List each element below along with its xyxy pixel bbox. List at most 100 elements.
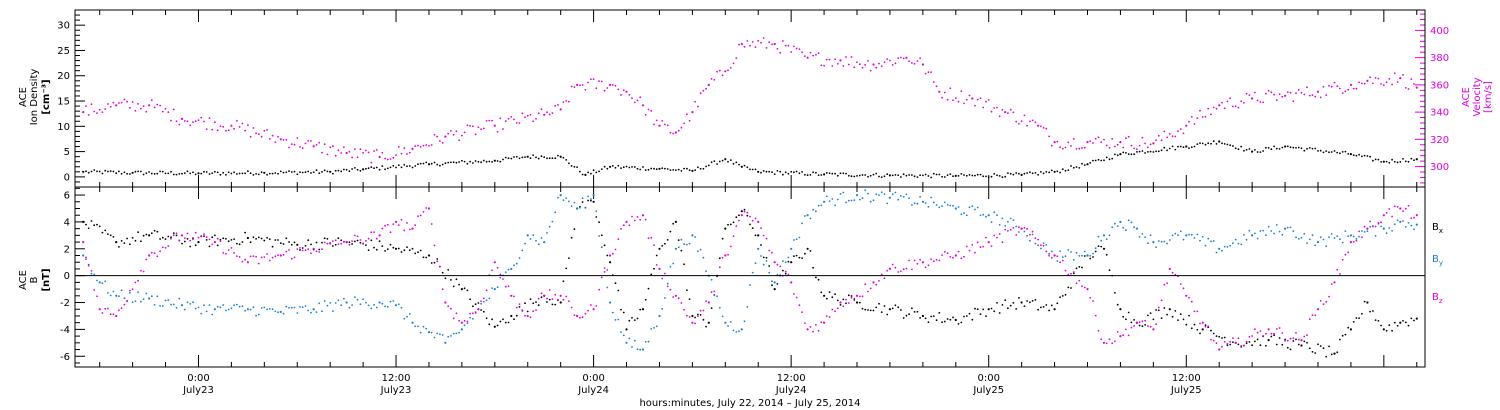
data-point <box>911 62 913 64</box>
data-point <box>721 74 724 77</box>
data-point <box>666 239 669 241</box>
data-point <box>1078 266 1081 268</box>
data-point <box>1114 340 1116 343</box>
data-point <box>458 139 460 142</box>
data-point <box>1226 342 1229 345</box>
data-point <box>1292 100 1295 103</box>
data-point <box>773 281 776 284</box>
data-point <box>1185 124 1188 127</box>
data-point <box>1234 105 1237 108</box>
data-point <box>246 308 249 311</box>
data-point <box>444 135 447 138</box>
data-point <box>960 90 963 92</box>
data-point <box>1330 233 1333 235</box>
data-point <box>263 306 266 309</box>
data-point <box>1391 158 1393 161</box>
data-point <box>279 138 282 141</box>
data-point <box>1319 300 1322 302</box>
data-point <box>419 249 422 252</box>
data-point <box>1056 260 1059 262</box>
data-point <box>963 102 965 105</box>
data-point <box>1232 242 1234 245</box>
data-point <box>296 312 299 314</box>
data-point <box>858 63 861 66</box>
data-point <box>1050 304 1053 307</box>
data-point <box>1188 147 1190 150</box>
data-point <box>718 69 721 72</box>
data-point <box>1396 325 1399 327</box>
data-point <box>1166 149 1168 152</box>
data-point <box>518 157 521 160</box>
data-point <box>1273 93 1275 96</box>
data-point <box>787 44 790 47</box>
data-point <box>812 208 814 211</box>
data-point <box>315 250 318 253</box>
data-point <box>908 174 910 176</box>
data-point <box>93 273 96 276</box>
data-point <box>485 160 488 163</box>
data-point <box>1286 145 1289 148</box>
data-point <box>1089 255 1092 257</box>
y-tick-label: 6 <box>64 191 70 202</box>
data-point <box>644 113 647 116</box>
data-point <box>1328 236 1330 239</box>
data-point <box>611 311 614 314</box>
data-point <box>732 221 735 224</box>
data-point <box>115 104 118 107</box>
data-point <box>710 307 713 309</box>
data-point <box>773 173 776 176</box>
data-point <box>439 140 441 142</box>
data-point <box>129 292 131 294</box>
data-point <box>880 176 883 179</box>
data-point <box>345 168 348 171</box>
data-point <box>109 234 112 237</box>
data-point <box>304 171 307 174</box>
data-point <box>1149 234 1152 237</box>
data-point <box>521 309 524 311</box>
data-point <box>329 302 332 304</box>
data-point <box>227 240 230 243</box>
top-panel-frame <box>74 9 1426 188</box>
data-point <box>499 273 502 276</box>
data-point <box>1116 154 1119 157</box>
data-point <box>1177 234 1179 237</box>
data-point <box>458 161 460 163</box>
data-point <box>480 161 482 164</box>
data-point <box>219 240 222 243</box>
data-point <box>1262 229 1264 232</box>
data-point <box>1254 91 1256 94</box>
data-point <box>1059 261 1061 264</box>
data-point <box>746 40 749 42</box>
data-point <box>853 66 856 69</box>
data-point <box>1256 237 1259 240</box>
data-point <box>208 245 211 248</box>
data-point <box>1215 143 1218 145</box>
data-point <box>620 228 622 230</box>
data-point <box>930 196 932 199</box>
data-point <box>543 294 546 297</box>
data-point <box>1201 142 1204 145</box>
data-point <box>979 313 982 315</box>
data-point <box>872 173 875 176</box>
data-point <box>661 277 664 280</box>
data-point <box>208 173 211 175</box>
data-point <box>504 321 507 324</box>
x-tick-date: July25 <box>1170 385 1202 396</box>
data-point <box>488 160 491 163</box>
data-point <box>101 111 104 113</box>
data-point <box>98 225 101 228</box>
data-point <box>299 247 301 249</box>
data-point <box>87 263 90 266</box>
data-point <box>1168 308 1171 311</box>
data-point <box>1081 162 1083 165</box>
data-point <box>507 157 510 160</box>
data-point <box>674 247 678 250</box>
data-point <box>532 310 535 313</box>
data-point <box>825 58 828 61</box>
data-point <box>655 264 658 266</box>
data-point <box>661 307 664 310</box>
data-point <box>562 199 565 202</box>
data-point <box>1166 282 1168 284</box>
data-point <box>334 154 337 157</box>
